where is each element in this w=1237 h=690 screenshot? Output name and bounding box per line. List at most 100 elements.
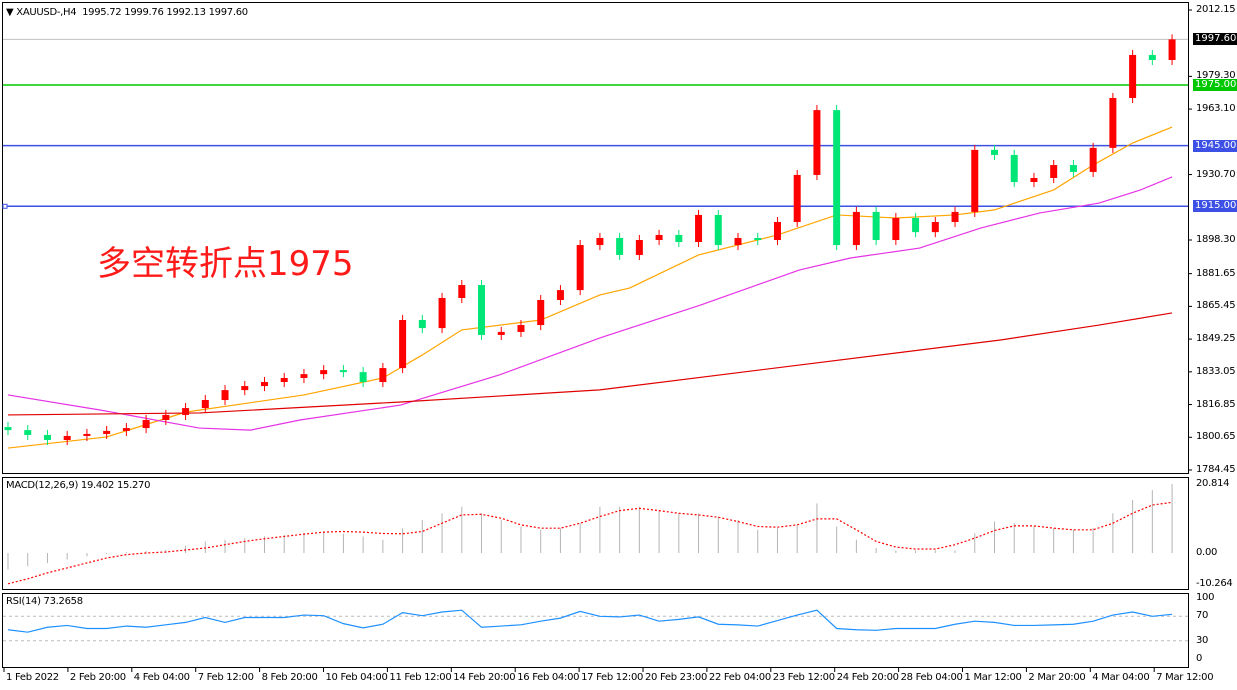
candle-body [260,382,268,387]
candle-body [991,149,998,155]
moving-average-line [7,126,1173,449]
candle-body [1050,165,1058,178]
candle-body [221,390,229,400]
main-panel-frame [2,2,1189,474]
candle-body [103,430,111,434]
time-tick-label: 7 Mar 12:00 [1156,672,1214,683]
level-tag-1945.00: 1945.00 [1193,139,1237,152]
candle-body [1168,39,1176,60]
time-tick-label: 1 Feb 2022 [6,672,59,683]
candle-body [24,430,32,435]
rsi-tick-label: 30 [1196,634,1209,646]
candle-body [655,234,663,240]
candle-body [63,435,71,440]
candle-body [892,217,900,240]
time-tick-label: 4 Mar 04:00 [1092,672,1150,683]
rsi-title: RSI(14) 73.2658 [6,596,83,607]
candle-body [1010,154,1018,183]
macd-tick-label: 20.814 [1196,478,1230,490]
time-tick-label: 24 Feb 20:00 [836,672,899,683]
candle-body [359,372,367,383]
candle-body [300,374,308,378]
price-tick-label: 1979.30 [1196,70,1236,82]
ohlc-open: 1995.72 [82,7,122,18]
level-handle-icon [2,203,8,209]
rsi-tick-label: 70 [1196,610,1209,622]
candle-body [142,420,150,429]
candle-body [773,222,781,240]
level-tag-1915.00: 1915.00 [1193,200,1237,213]
candle-body [754,237,762,240]
candle-body [201,400,209,409]
price-tick-label: 1849.25 [1196,333,1236,345]
time-tick-label: 23 Feb 12:00 [772,672,835,683]
candle-body [872,211,880,240]
price-tick-label: 1963.10 [1196,103,1236,115]
price-tick-label: 1930.70 [1196,168,1236,180]
time-tick-label: 4 Feb 04:00 [133,672,190,683]
time-tick-label: 20 Feb 23:00 [645,672,708,683]
price-tick-label: 1865.45 [1196,300,1236,312]
candle-body [912,217,920,233]
macd-tick-label: 0.00 [1196,547,1218,558]
candle-body [379,368,387,383]
price-tick-label: 1881.65 [1196,267,1236,279]
candle-body [1069,165,1077,172]
candle-body [537,300,545,326]
candle-body [1148,54,1156,60]
candle-body [517,325,525,332]
candle-body [951,211,959,223]
candle-body [793,174,801,223]
time-tick-label: 2 Mar 20:00 [1028,672,1086,683]
candle-body [4,427,12,431]
macd-signal-line [7,501,1173,585]
price-tick-label: 1833.05 [1196,365,1236,377]
candle-body [1109,97,1117,148]
ohlc-close: 1997.60 [208,7,249,18]
time-tick-label: 11 Feb 12:00 [389,672,452,683]
symbol-name: XAUUSD-,H4 [16,7,77,18]
candle-body [635,240,643,255]
candle-body [1089,147,1097,172]
collapse-triangle-icon[interactable]: ▼ [6,7,14,18]
candle-body [714,214,722,246]
time-tick-label: 16 Feb 04:00 [517,672,580,683]
time-tick-label: 1 Mar 12:00 [964,672,1022,683]
candle-body [931,222,939,233]
price-tick-label: 1898.30 [1196,234,1236,245]
candle-body [616,237,624,255]
time-tick-label: 2 Feb 20:00 [69,672,126,683]
time-tick-label: 8 Feb 20:00 [261,672,318,683]
candle-body [122,428,130,431]
current-price-tag: 1997.60 [1193,33,1237,46]
time-tick-label: 22 Feb 04:00 [708,672,771,683]
rsi-line [7,609,1173,633]
moving-average-line [7,312,1173,416]
price-tick-label: 1784.45 [1196,464,1236,475]
time-tick-label: 7 Feb 12:00 [197,672,254,683]
candle-body [241,386,249,391]
macd-tick-label: -10.264 [1196,578,1233,589]
price-tick-label: 1800.65 [1196,431,1236,443]
rsi-tick-label: 100 [1196,592,1215,603]
candle-body [320,370,328,375]
candle-body [675,234,683,243]
candle-body [162,414,170,420]
price-tick-label: 1816.85 [1196,398,1236,410]
candle-body [497,331,505,335]
candle-body [1030,177,1038,183]
candle-body [852,211,860,246]
time-tick-label: 14 Feb 20:00 [453,672,516,683]
candle-body [971,149,979,212]
ohlc-high: 1999.76 [124,7,164,18]
moving-average-line [7,176,1173,431]
symbol-header: ▼ XAUUSD-,H4 1995.72 1999.76 1992.13 199… [6,7,248,18]
candle-body [339,370,347,373]
level-tag-1975.00: 1975.00 [1193,79,1237,92]
candle-body [280,377,288,383]
candle-body [576,245,584,291]
time-tick-label: 10 Feb 04:00 [325,672,388,683]
ohlc-low: 1992.13 [166,7,206,18]
candle-body [182,408,190,415]
